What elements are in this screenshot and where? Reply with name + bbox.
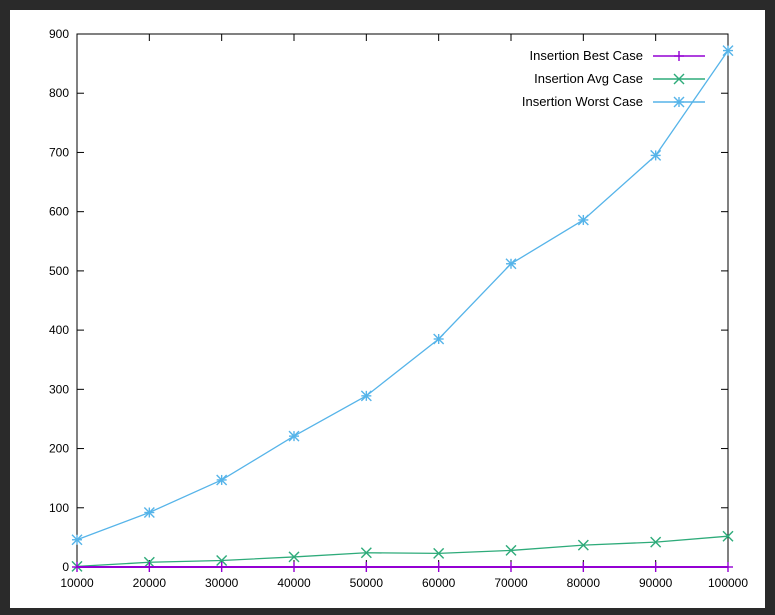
legend-label: Insertion Avg Case — [534, 71, 643, 86]
data-point — [433, 547, 445, 559]
series-line — [76, 50, 729, 541]
data-point — [650, 149, 662, 161]
series-layer — [71, 45, 734, 572]
y-tick-label: 100 — [49, 501, 69, 515]
data-point — [288, 430, 300, 442]
chart-panel: 0 100 200 300 400 500 600 700 800 900 10000 20000 3… — [10, 10, 765, 608]
data-point — [216, 554, 228, 566]
x-axis: 10000 20000 30000 40000 50000 60000 70000 80000… — [60, 34, 748, 590]
data-point — [216, 562, 227, 572]
series-insertion-best-case — [72, 562, 733, 572]
legend-marker — [674, 51, 684, 61]
x-tick-label: 20000 — [133, 576, 167, 590]
data-point — [360, 547, 372, 559]
data-point — [577, 214, 589, 226]
data-point — [506, 562, 516, 572]
y-tick-label: 600 — [49, 205, 69, 219]
data-point — [361, 562, 372, 572]
y-tick-label: 0 — [62, 560, 69, 574]
y-tick-label: 500 — [49, 264, 69, 278]
legend-label: Insertion Worst Case — [522, 94, 643, 109]
data-point — [289, 562, 299, 572]
data-point — [505, 258, 517, 270]
data-point — [144, 562, 155, 572]
data-point — [288, 551, 300, 563]
data-point — [433, 562, 444, 572]
data-point — [71, 534, 83, 546]
plot-border — [76, 33, 729, 568]
y-axis: 0 100 200 300 400 500 600 700 800 900 — [49, 27, 728, 574]
data-point — [722, 45, 734, 57]
x-tick-label: 40000 — [277, 576, 311, 590]
data-point — [723, 562, 733, 572]
y-tick-label: 200 — [49, 442, 69, 456]
legend-marker — [673, 73, 685, 85]
line-chart: 0 100 200 300 400 500 600 700 800 900 10000 20000 3… — [49, 27, 748, 590]
x-tick-label: 80000 — [567, 576, 601, 590]
x-tick-label: 90000 — [639, 576, 673, 590]
x-tick-label: 30000 — [205, 576, 239, 590]
data-point — [577, 539, 589, 551]
data-point — [722, 530, 734, 542]
legend-marker — [673, 96, 685, 108]
x-tick-label: 10000 — [60, 576, 94, 590]
x-tick-label: 50000 — [350, 576, 384, 590]
y-tick-label: 300 — [49, 382, 69, 396]
plot-frame — [76, 33, 729, 568]
data-point — [72, 562, 82, 572]
y-tick-label: 800 — [49, 86, 69, 100]
data-point — [433, 333, 445, 345]
legend-label: Insertion Best Case — [530, 48, 643, 63]
y-tick-label: 400 — [49, 323, 69, 337]
data-point — [650, 562, 661, 572]
y-tick-label: 900 — [49, 27, 69, 41]
data-point — [650, 536, 662, 548]
x-tick-label: 100000 — [708, 576, 748, 590]
data-point — [360, 390, 372, 402]
series-line — [76, 535, 729, 568]
data-point — [216, 474, 228, 486]
series-insertion-worst-case — [71, 45, 734, 546]
data-point — [578, 562, 589, 572]
x-tick-label: 70000 — [494, 576, 528, 590]
x-tick-label: 60000 — [422, 576, 456, 590]
data-point — [505, 544, 517, 556]
series-insertion-avg-case — [71, 530, 734, 572]
data-point — [143, 507, 155, 519]
y-tick-label: 700 — [49, 145, 69, 159]
legend: Insertion Best Case Insertion Avg Case Ins… — [522, 48, 705, 109]
